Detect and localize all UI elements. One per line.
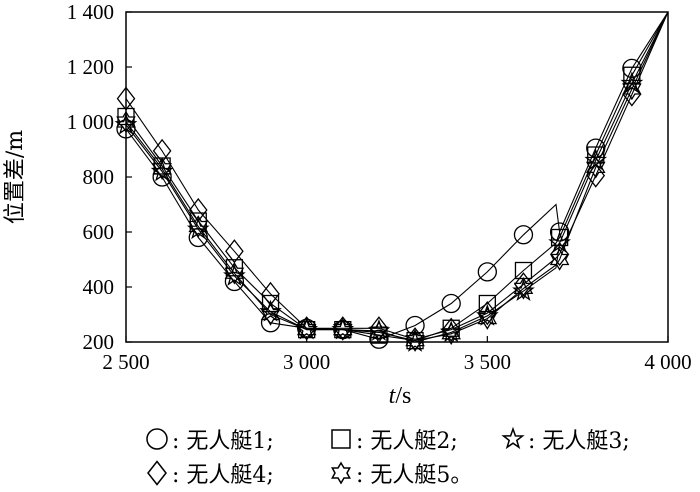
diamond-marker (441, 317, 461, 342)
diamond-marker-icon (147, 460, 167, 486)
series-line (125, 11, 669, 342)
star-of-david-marker (441, 322, 461, 346)
circle-marker (549, 222, 570, 242)
legend-label: : 无人艇4; (172, 463, 274, 488)
series-5 (116, 11, 669, 352)
series-1 (116, 11, 669, 349)
circle-marker (405, 315, 425, 336)
series-line (125, 11, 669, 343)
legend-item-4: : 无人艇4; (144, 458, 274, 488)
series-4 (116, 11, 669, 352)
star-marker (259, 299, 282, 322)
circle-marker (441, 293, 461, 314)
series-3 (114, 11, 669, 352)
star-marker (114, 112, 138, 135)
x-tick-label: 3 000 (283, 350, 330, 374)
series-line (125, 11, 669, 342)
legend-label: : 无人艇3; (528, 429, 630, 454)
legend-label: : 无人艇2; (356, 429, 458, 454)
axis-ticks: 200 400 600 800 1 000 1 200 1 400 2 500 3 000 3 5… (67, 0, 692, 374)
square-marker-icon (331, 429, 351, 449)
legend-row-1: : 无人艇1; : 无人艇2; : 无人艇3; (0, 424, 700, 454)
star-of-david-marker (622, 77, 642, 101)
star-marker (150, 159, 174, 182)
x-axis-label-variable: t (389, 383, 397, 409)
y-tick-label: 1 200 (67, 55, 114, 79)
diamond-marker (622, 82, 642, 107)
star-marker (223, 264, 246, 286)
y-tick-label: 600 (83, 220, 115, 244)
y-tick-label: 200 (83, 330, 115, 354)
circle-marker-icon (146, 428, 168, 450)
diamond-marker (369, 316, 389, 341)
x-tick-label: 4 000 (644, 350, 691, 374)
circle-marker (513, 225, 534, 245)
diamond-marker (478, 301, 497, 326)
circle-marker (622, 58, 642, 79)
x-axis-label: t/s (389, 383, 412, 409)
star-marker (620, 71, 644, 94)
star-of-david-marker (333, 318, 353, 341)
star-marker (186, 217, 210, 240)
diamond-marker (152, 138, 172, 163)
plot-frame (125, 11, 669, 343)
legend-label: : 无人艇1; (172, 429, 274, 454)
square-marker (478, 294, 496, 313)
legend-row-2: : 无人艇4; : 无人艇5。 (0, 458, 700, 488)
diamond-marker (550, 241, 569, 267)
series-2 (117, 11, 669, 350)
x-tick-label: 2 500 (102, 350, 149, 374)
y-tick-label: 1 000 (67, 110, 114, 134)
y-axis-label: 位置差/m (3, 130, 28, 224)
x-axis-label-unit: /s (395, 383, 411, 409)
legend-item-5: : 无人艇5。 (328, 458, 472, 488)
series-group (114, 11, 669, 352)
legend-label: : 无人艇5。 (356, 463, 473, 488)
star-of-david-marker (188, 215, 209, 238)
square-marker (587, 146, 605, 164)
star-of-david-marker (296, 318, 317, 341)
circle-marker (477, 262, 497, 282)
star-of-david-marker (405, 329, 425, 352)
diamond-marker (514, 272, 533, 297)
series-line (125, 11, 669, 340)
star-marker-icon (501, 426, 525, 450)
legend-item-3: : 无人艇3; (500, 424, 630, 454)
star-of-david-marker (477, 307, 498, 330)
star-of-david-marker (152, 157, 172, 181)
star-of-david-marker (513, 277, 534, 300)
y-tick-label: 400 (83, 275, 115, 299)
y-tick-label: 1 400 (67, 0, 114, 24)
diamond-marker (116, 86, 136, 111)
circle-marker (369, 329, 389, 349)
star-of-david-marker (116, 110, 136, 134)
star-of-david-marker (549, 248, 570, 271)
legend-item-2: : 无人艇2; (328, 424, 458, 454)
star-of-david-marker (260, 303, 281, 326)
star-of-david-marker (585, 156, 606, 179)
star-of-david-marker (224, 261, 245, 285)
y-tick-label: 800 (83, 165, 115, 189)
star-of-david-marker (369, 321, 389, 344)
x-tick-label: 3 500 (464, 350, 511, 374)
diamond-marker (188, 197, 208, 223)
legend-item-1: : 无人艇1; (144, 424, 274, 454)
star-of-david-marker-icon (331, 461, 351, 485)
